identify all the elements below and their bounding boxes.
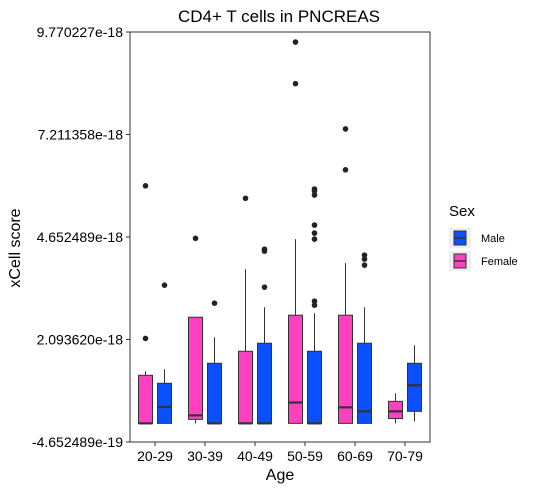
legend-item-male: Male (449, 228, 505, 248)
legend-title: Sex (449, 203, 475, 220)
box-male-30-39 (207, 300, 222, 425)
outlier-point (292, 39, 299, 45)
y-axis: -4.652489e-19 2.093620e-18 4.652489e-18 7.2… (32, 24, 130, 450)
y-tick-label: 7.211358e-18 (38, 127, 124, 143)
y-tick-label: -4.652489e-19 (32, 434, 123, 450)
box-body (288, 314, 303, 424)
box-male-70-79 (407, 345, 422, 422)
outlier-point (192, 235, 199, 242)
legend: Sex Male Female (449, 203, 518, 271)
outlier-point (311, 192, 318, 198)
y-tick-label: 2.093620e-18 (37, 332, 124, 348)
plot-panel (129, 31, 431, 443)
outlier-point (342, 126, 349, 132)
box-female-20-29 (138, 183, 153, 425)
box-female-30-39 (188, 235, 203, 424)
y-axis-label: xCell score (7, 208, 24, 287)
y-tick-label: 4.652489e-18 (37, 229, 124, 245)
legend-label: Female (481, 256, 518, 268)
legend-item-female: Female (449, 251, 518, 271)
box-body (138, 374, 153, 424)
x-tick-label: 30-39 (187, 448, 223, 464)
chart-title: CD4+ T cells in PNCREAS (178, 7, 380, 26)
outlier-point (311, 236, 318, 242)
x-tick-label: 50-59 (287, 448, 323, 464)
box-body (388, 400, 403, 420)
box-female-60-69 (338, 126, 353, 424)
box-male-50-59 (307, 186, 322, 425)
outlier-point (142, 183, 149, 189)
legend-label: Male (481, 233, 505, 245)
x-tick-label: 70-79 (387, 448, 423, 464)
box-body (357, 342, 372, 424)
box-groups (138, 39, 422, 425)
box-body (188, 316, 203, 420)
outlier-point (311, 298, 318, 304)
x-axis-label: Age (266, 467, 295, 484)
outlier-point (142, 335, 149, 342)
box-body (307, 350, 322, 424)
outlier-point (311, 230, 318, 236)
box-body (157, 382, 172, 424)
outlier-point (242, 195, 249, 202)
box-female-40-49 (238, 195, 253, 425)
outlier-point (342, 167, 349, 173)
outlier-point (311, 222, 318, 228)
box-female-50-59 (288, 39, 303, 424)
outlier-point (361, 256, 368, 262)
outlier-point (211, 300, 218, 306)
outlier-point (161, 282, 168, 288)
x-tick-label: 20-29 (137, 448, 173, 464)
outlier-point (361, 252, 368, 258)
outlier-point (361, 262, 368, 268)
box-body (338, 314, 353, 424)
box-body (238, 350, 253, 424)
y-tick-label: 9.770227e-18 (37, 24, 124, 40)
box-male-20-29 (157, 282, 172, 424)
box-body (207, 362, 222, 424)
outlier-point (292, 80, 299, 87)
x-tick-label: 40-49 (237, 448, 273, 464)
outlier-point (311, 302, 318, 308)
outlier-point (261, 246, 268, 252)
box-male-60-69 (357, 252, 372, 424)
x-tick-label: 60-69 (337, 448, 373, 464)
box-male-40-49 (257, 246, 272, 425)
box-body (407, 362, 422, 412)
box-female-70-79 (388, 393, 403, 424)
outlier-point (261, 284, 268, 290)
box-body (257, 342, 272, 424)
x-axis: 20-29 30-39 40-49 50-59 60-69 70-79 (137, 442, 423, 464)
outlier-point (311, 186, 318, 192)
